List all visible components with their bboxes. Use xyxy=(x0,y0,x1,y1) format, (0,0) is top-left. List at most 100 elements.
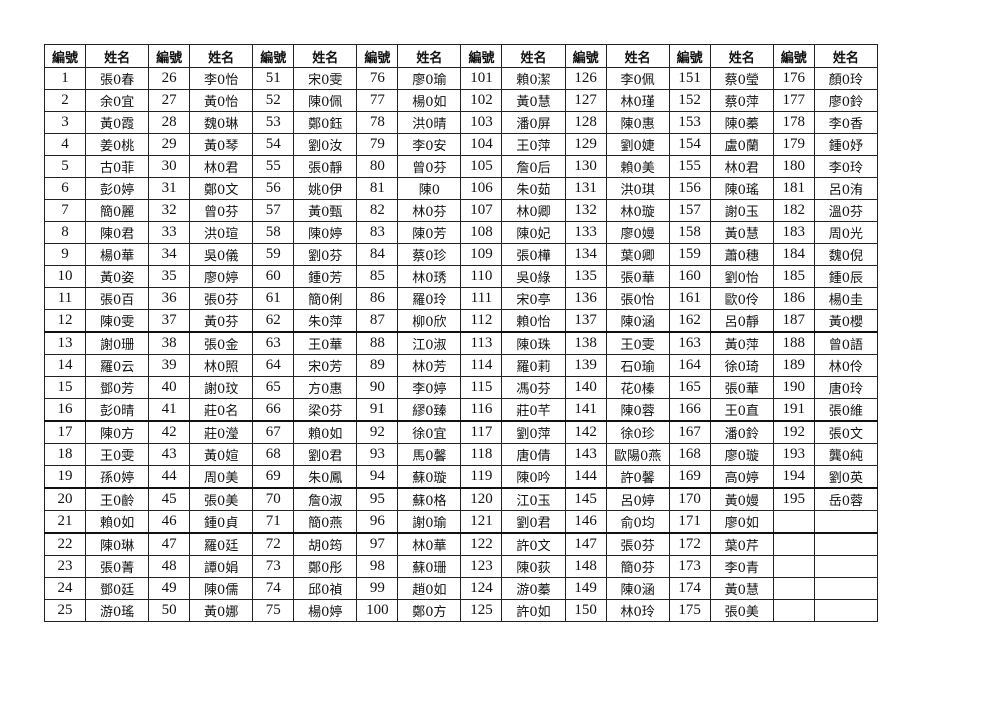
entry-number: 157 xyxy=(668,199,711,222)
entry-number: 109 xyxy=(460,243,503,266)
table-row: 17 陳0方 42 莊0瀅 67 賴0如 92 徐0宜 117 劉0萍 142 徐0珍 167 潘0鈴 19… xyxy=(43,420,879,444)
entry-number: 38 xyxy=(148,331,191,355)
entry-number: 114 xyxy=(460,354,503,377)
entry-name: 姚0伊 xyxy=(293,177,358,200)
entry-name: 簡0麗 xyxy=(85,199,150,222)
table-row: 5 古0菲 30 林0君 55 張0靜 80 曾0芬 105 詹0后 130 賴0美 155 林0君 180… xyxy=(43,155,879,178)
entry-number: 120 xyxy=(460,487,503,511)
header-name: 姓名 xyxy=(813,44,879,68)
entry-number: 173 xyxy=(668,555,711,578)
entry-number: 171 xyxy=(668,510,711,534)
table-row: 3 黃0霞 28 魏0琳 53 鄭0鈺 78 洪0晴 103 潘0屏 128 陳0惠 153 陳0蓁 178… xyxy=(43,111,879,134)
header-name: 姓名 xyxy=(605,44,670,68)
name-list-table: 編號 姓名 編號 姓名 編號 姓名 編號 姓名 編號 姓名 編號 姓名 編號 姓名 編號 姓名 1 張0春 26 李… xyxy=(43,44,879,622)
entry-number: 95 xyxy=(356,487,399,511)
entry-number: 139 xyxy=(564,354,607,377)
entry-name: 林0照 xyxy=(189,354,254,377)
entry-name: 曾0芬 xyxy=(397,155,462,178)
table-row: 9 楊0華 34 吳0儀 59 劉0芬 84 蔡0珍 109 張0樺 134 葉0卿 159 蕭0穗 184… xyxy=(43,243,879,266)
entry-number: 31 xyxy=(148,177,191,200)
entry-number: 40 xyxy=(148,376,191,399)
entry-name: 簡0燕 xyxy=(293,510,358,534)
entry-name: 林0芬 xyxy=(397,199,462,222)
table-row: 15 鄧0芳 40 謝0玟 65 方0惠 90 李0婷 115 馮0芬 140 花0榛 165 張0華 19… xyxy=(43,376,879,399)
entry-name: 劉0怡 xyxy=(709,265,774,288)
entry-name: 余0宜 xyxy=(85,89,150,112)
entry-number: 181 xyxy=(772,177,815,200)
entry-name: 陳0琳 xyxy=(85,532,150,556)
entry-name: 譚0娟 xyxy=(189,555,254,578)
header-number: 編號 xyxy=(43,44,87,68)
entry-number: 11 xyxy=(43,287,87,310)
entry-number: 126 xyxy=(564,67,607,90)
entry-name: 張0美 xyxy=(189,487,254,511)
entry-number: 178 xyxy=(772,111,815,134)
entry-name: 陳0蓁 xyxy=(709,111,774,134)
entry-name: 廖0鈴 xyxy=(813,89,879,112)
entry-name: 徐0珍 xyxy=(605,420,670,444)
entry-number: 49 xyxy=(148,577,191,600)
entry-number: 7 xyxy=(43,199,87,222)
entry-number: 156 xyxy=(668,177,711,200)
entry-number: 88 xyxy=(356,331,399,355)
entry-name: 游0蓁 xyxy=(501,577,566,600)
entry-number: 110 xyxy=(460,265,503,288)
entry-name: 廖0璇 xyxy=(709,443,774,466)
entry-number: 56 xyxy=(252,177,295,200)
entry-number: 23 xyxy=(43,555,87,578)
entry-number: 65 xyxy=(252,376,295,399)
entry-number: 81 xyxy=(356,177,399,200)
entry-name: 張0春 xyxy=(85,67,150,90)
entry-number: 97 xyxy=(356,532,399,556)
entry-number: 151 xyxy=(668,67,711,90)
header-name: 姓名 xyxy=(293,44,358,68)
entry-number: 165 xyxy=(668,376,711,399)
entry-number: 169 xyxy=(668,465,711,489)
entry-number: 183 xyxy=(772,221,815,244)
entry-number: 99 xyxy=(356,577,399,600)
entry-name: 陳0君 xyxy=(85,221,150,244)
entry-name: 張0芬 xyxy=(189,287,254,310)
entry-number: 29 xyxy=(148,133,191,156)
entry-number: 91 xyxy=(356,398,399,422)
entry-number: 185 xyxy=(772,265,815,288)
entry-name: 張0芬 xyxy=(605,532,670,556)
entry-name: 林0瑾 xyxy=(605,89,670,112)
entry-name: 葉0卿 xyxy=(605,243,670,266)
entry-number: 21 xyxy=(43,510,87,534)
entry-name: 黃0慧 xyxy=(501,89,566,112)
entry-name: 陳0儒 xyxy=(189,577,254,600)
entry-name: 邱0禎 xyxy=(293,577,358,600)
entry-name: 洪0瑄 xyxy=(189,221,254,244)
entry-name: 鄧0芳 xyxy=(85,376,150,399)
entry-number: 19 xyxy=(43,465,87,489)
entry-number: 42 xyxy=(148,420,191,444)
entry-name: 繆0臻 xyxy=(397,398,462,422)
table-row: 11 張0百 36 張0芬 61 簡0俐 86 羅0玲 111 宋0亭 136 張0怡 161 歐0伶 18… xyxy=(43,287,879,310)
entry-number: 116 xyxy=(460,398,503,422)
entry-name: 李0佩 xyxy=(605,67,670,90)
entry-number: 153 xyxy=(668,111,711,134)
entry-number: 27 xyxy=(148,89,191,112)
entry-name: 劉0汝 xyxy=(293,133,358,156)
entry-number: 112 xyxy=(460,309,503,333)
entry-name: 莊0瀅 xyxy=(189,420,254,444)
entry-name: 李0青 xyxy=(709,555,774,578)
entry-number: 172 xyxy=(668,532,711,556)
entry-number: 24 xyxy=(43,577,87,600)
entry-name: 張0樺 xyxy=(501,243,566,266)
entry-name: 黃0慧 xyxy=(709,221,774,244)
entry-name: 林0華 xyxy=(397,532,462,556)
entry-number: 13 xyxy=(43,331,87,355)
entry-name: 張0美 xyxy=(709,599,774,622)
entry-number: 92 xyxy=(356,420,399,444)
entry-number: 47 xyxy=(148,532,191,556)
entry-number: 93 xyxy=(356,443,399,466)
entry-name: 陳0雯 xyxy=(85,309,150,333)
entry-number: 106 xyxy=(460,177,503,200)
entry-number: 84 xyxy=(356,243,399,266)
entry-name: 張0菁 xyxy=(85,555,150,578)
entry-name: 林0伶 xyxy=(813,354,879,377)
entry-number: 167 xyxy=(668,420,711,444)
entry-number: 125 xyxy=(460,599,503,622)
